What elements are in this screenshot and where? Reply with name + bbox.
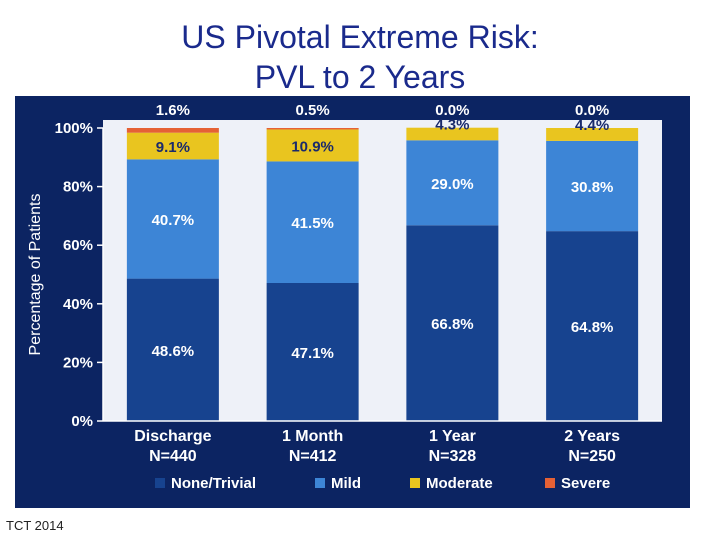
bar-segment-mild xyxy=(406,140,499,226)
value-label-none-trivial: 47.1% xyxy=(291,345,334,362)
chart-title-line1: US Pivotal Extreme Risk: xyxy=(181,19,539,55)
value-label-mild: 40.7% xyxy=(152,212,195,229)
x-category-sublabel: N=440 xyxy=(149,448,197,465)
value-label-none-trivial: 66.8% xyxy=(431,316,474,333)
legend-swatch xyxy=(155,478,165,488)
x-category-sublabel: N=412 xyxy=(289,448,337,465)
legend-label: Mild xyxy=(331,475,361,492)
chart-title-line2: PVL to 2 Years xyxy=(254,59,466,95)
bar-segment-moderate xyxy=(126,132,219,160)
bar-segment-moderate xyxy=(266,129,359,162)
legend-label: Severe xyxy=(561,475,610,492)
chart-panel: 0% 20% 40% 60% 80% 100% Percentage of Patients… xyxy=(15,96,690,508)
y-tick-label: 80% xyxy=(63,179,93,196)
value-label-moderate: 4.3% xyxy=(435,117,469,134)
stacked-bar-chart: 0% 20% 40% 60% 80% 100% Percentage of Patients… xyxy=(27,102,662,492)
x-category-label: 1 Year xyxy=(429,428,476,445)
y-tick-label: 40% xyxy=(63,296,93,313)
legend-label: Moderate xyxy=(426,475,493,492)
x-category-label: Discharge xyxy=(134,428,211,445)
value-label-severe: 0.0% xyxy=(435,102,469,119)
x-category-label: 1 Month xyxy=(282,428,343,445)
bar-segment-none-trivial xyxy=(406,225,499,421)
x-category-sublabel: N=328 xyxy=(429,448,477,465)
bar-segment-none-trivial xyxy=(126,278,219,421)
value-label-moderate: 4.4% xyxy=(575,117,609,134)
legend-swatch xyxy=(410,478,420,488)
value-label-moderate: 10.9% xyxy=(291,138,334,155)
y-tick-label: 60% xyxy=(63,237,93,254)
bar-segment-mild xyxy=(546,140,639,232)
bar-segment-mild xyxy=(266,161,359,283)
bar-segment-moderate xyxy=(546,128,639,141)
value-label-moderate: 9.1% xyxy=(156,139,190,156)
legend-swatch xyxy=(545,478,555,488)
legend-swatch xyxy=(315,478,325,488)
x-category-label: 2 Years xyxy=(564,428,620,445)
value-label-severe: 0.0% xyxy=(575,102,609,119)
value-label-mild: 30.8% xyxy=(571,179,614,196)
bar-segment-mild xyxy=(126,159,219,279)
footer-label: TCT 2014 xyxy=(6,518,64,533)
bar-segment-severe xyxy=(126,128,219,133)
value-label-none-trivial: 64.8% xyxy=(571,319,614,336)
legend-label: None/Trivial xyxy=(171,475,256,492)
value-label-severe: 1.6% xyxy=(156,102,190,119)
bar-segment-none-trivial xyxy=(266,282,359,421)
y-tick-label: 0% xyxy=(71,413,93,430)
value-label-severe: 0.5% xyxy=(296,102,330,119)
value-label-mild: 41.5% xyxy=(291,215,334,232)
y-tick-label: 20% xyxy=(63,354,93,371)
value-label-mild: 29.0% xyxy=(431,176,474,193)
bar-segment-moderate xyxy=(406,127,499,141)
y-tick-label: 100% xyxy=(55,120,93,137)
bar-segment-severe xyxy=(266,128,359,130)
bar-segment-none-trivial xyxy=(546,231,639,421)
y-axis-title: Percentage of Patients xyxy=(27,194,44,356)
value-label-none-trivial: 48.6% xyxy=(152,343,195,360)
x-category-sublabel: N=250 xyxy=(568,448,616,465)
